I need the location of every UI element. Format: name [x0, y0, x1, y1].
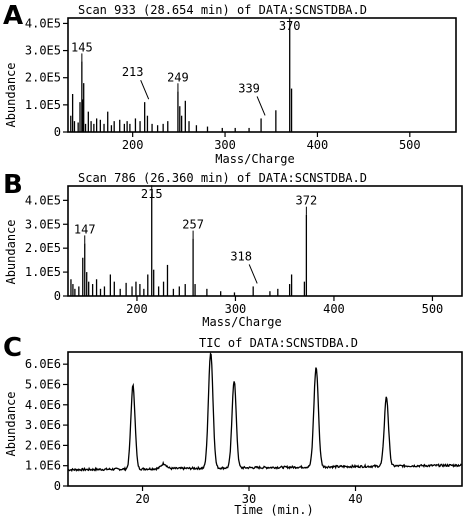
peak-label: 370 — [279, 19, 301, 33]
peak-leader-line — [248, 264, 258, 284]
plot-frame — [67, 17, 457, 133]
peak-label: 145 — [71, 40, 93, 54]
panel-c-title: TIC of DATA:SCNSTDBA.D — [199, 336, 358, 350]
x-tick-label: 300 — [225, 302, 247, 316]
panel-c-ylabel: Abundance — [4, 391, 18, 456]
x-tick-label: 400 — [323, 302, 345, 316]
panel-b-xlabel: Mass/Charge — [202, 315, 281, 329]
y-tick-label: 0 — [54, 289, 61, 303]
x-tick-label: 30 — [242, 492, 256, 506]
y-tick-label: 3.0E6 — [25, 418, 61, 432]
y-tick-label: 3.0E5 — [25, 217, 61, 231]
panel-b-plot: 0 1.0E5 2.0E5 3.0E5 4.0E5 200 300 400 500 147 215 2… — [25, 185, 463, 316]
panel-b: B Scan 786 (26.360 min) of DATA:SCNSTDBA… — [3, 170, 463, 329]
y-tick-label: 1.0E5 — [25, 265, 61, 279]
peak-label: 215 — [141, 187, 163, 201]
y-tick-label: 6.0E6 — [25, 357, 61, 371]
y-tick-label: 4.0E6 — [25, 398, 61, 412]
panel-a-plot: 0 1.0E5 2.0E5 3.0E5 4.0E5 200 300 400 500 145 213 2… — [25, 16, 457, 152]
y-tick-label: 5.0E6 — [25, 377, 61, 391]
panel-c-plot: 0 1.0E6 2.0E6 3.0E6 4.0E6 5.0E6 6.0E6 20 30 40 — [25, 351, 463, 506]
x-tick-label: 500 — [399, 138, 421, 152]
peak-label: 213 — [122, 65, 144, 79]
plot-frame — [67, 185, 463, 297]
peak-leader-line — [140, 79, 150, 100]
y-tick-label: 4.0E5 — [25, 16, 61, 30]
x-tick-label: 200 — [126, 302, 148, 316]
panel-letter-b: B — [3, 170, 23, 200]
x-tick-label: 300 — [214, 138, 236, 152]
x-tick-label: 400 — [307, 138, 329, 152]
panel-c-xlabel: Time (min.) — [234, 503, 313, 517]
panel-c: C TIC of DATA:SCNSTDBA.D Abundance Time … — [3, 333, 463, 517]
panel-b-ylabel: Abundance — [4, 219, 18, 284]
peak-label: 339 — [238, 81, 260, 95]
panel-b-title: Scan 786 (26.360 min) of DATA:SCNSTDBA.D — [78, 171, 367, 185]
y-tick-label: 3.0E5 — [25, 44, 61, 58]
y-tick-label: 2.0E6 — [25, 438, 61, 452]
y-tick-label: 1.0E6 — [25, 459, 61, 473]
panel-a: A Scan 933 (28.654 min) of DATA:SCNSTDBA… — [3, 1, 457, 166]
peak-label: 257 — [182, 218, 204, 232]
x-tick-label: 200 — [122, 138, 144, 152]
x-tick-label: 500 — [422, 302, 444, 316]
peak-label: 372 — [296, 194, 318, 208]
panel-a-title: Scan 933 (28.654 min) of DATA:SCNSTDBA.D — [78, 3, 367, 17]
y-tick-label: 0 — [54, 479, 61, 493]
panel-letter-c: C — [3, 333, 22, 363]
panel-letter-a: A — [3, 1, 23, 31]
peak-leader-line — [256, 96, 266, 116]
plot-frame — [67, 351, 463, 487]
y-tick-label: 0 — [54, 125, 61, 139]
y-tick-label: 2.0E5 — [25, 71, 61, 85]
tic-trace — [67, 351, 463, 473]
peak-label: 249 — [167, 70, 189, 84]
x-tick-label: 20 — [135, 492, 149, 506]
peak-label: 147 — [74, 222, 96, 236]
y-tick-label: 2.0E5 — [25, 241, 61, 255]
x-tick-label: 40 — [348, 492, 362, 506]
panel-a-ylabel: Abundance — [4, 62, 18, 127]
panel-a-xlabel: Mass/Charge — [215, 152, 294, 166]
y-tick-label: 4.0E5 — [25, 193, 61, 207]
peak-label: 318 — [230, 249, 252, 263]
y-tick-label: 1.0E5 — [25, 98, 61, 112]
